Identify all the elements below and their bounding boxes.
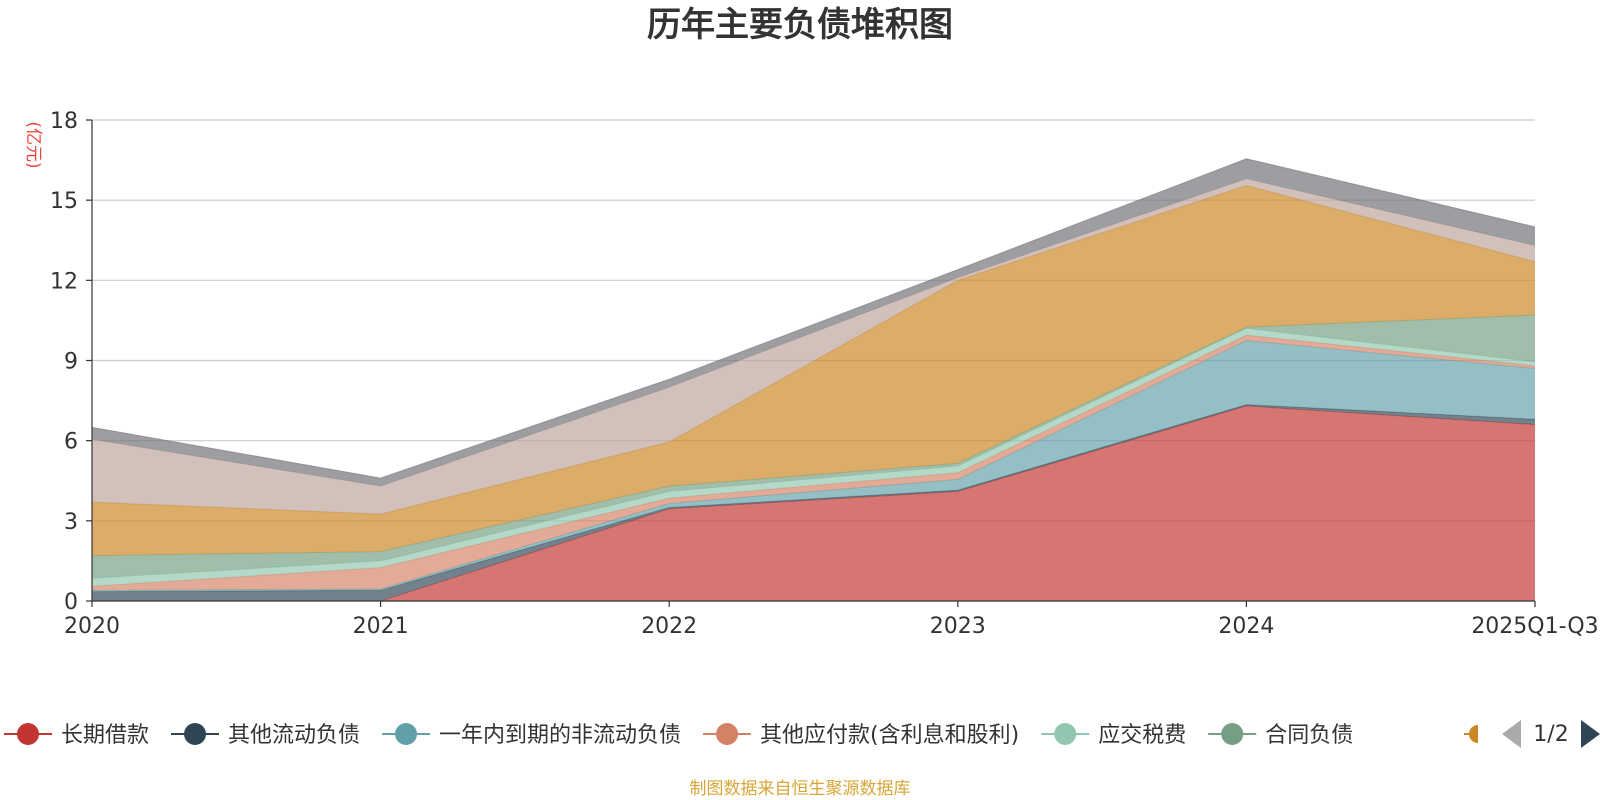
x-tick-label: 2020: [64, 614, 120, 639]
legend-item-2[interactable]: 其他流动负债: [171, 723, 360, 748]
area-series-9: [92, 158, 1535, 487]
legend-truncated-item[interactable]: [1464, 725, 1478, 743]
area-series-line-9: [91, 158, 1536, 479]
legend-circle-icon: [395, 723, 418, 745]
area-series-8: [92, 178, 1535, 515]
area-series-layer: [91, 158, 1536, 602]
legend-next-page-button[interactable]: [1581, 720, 1600, 748]
legend-circle-icon: [1054, 723, 1077, 745]
area-series-3: [92, 340, 1535, 592]
area-series-7: [92, 185, 1535, 556]
legend-item-4[interactable]: 其他应付款(含利息和股利): [703, 723, 1019, 748]
legend-prev-page-button[interactable]: [1502, 720, 1521, 748]
legend-label: 应交税费: [1098, 723, 1186, 748]
x-tick-labels: 2020 2021 2022 2023 2024 2025Q1-Q3: [64, 601, 1599, 639]
legend-page-indicator: 1/2: [1533, 722, 1568, 747]
y-tick-label: 0: [64, 590, 78, 615]
y-tick-label: 3: [64, 510, 78, 535]
x-tick-label: 2022: [641, 614, 697, 639]
axes: [91, 120, 1535, 602]
legend-label: 一年内到期的非流动负债: [439, 723, 681, 748]
legend-circle-icon: [716, 723, 739, 745]
y-tick-label: 15: [50, 189, 78, 214]
x-tick-label: 2021: [353, 614, 409, 639]
y-tick-label: 9: [64, 350, 78, 375]
chart-title: 历年主要负债堆积图: [647, 5, 953, 45]
arrow-right-icon[interactable]: [1581, 720, 1600, 748]
legend: 长期借款 其他流动负债 一年内到期的非流动负债 其他应付款(含利息和股利) 应交税费 合同…: [4, 723, 1353, 748]
legend-label: 其他流动负债: [228, 723, 360, 748]
legend-item-5[interactable]: 应交税费: [1041, 723, 1186, 748]
area-series-1: [92, 405, 1535, 601]
legend-item-6[interactable]: 合同负债: [1208, 723, 1353, 748]
x-tick-label: 2024: [1218, 614, 1274, 639]
x-tick-label: 2025Q1-Q3: [1471, 614, 1598, 639]
legend-circle-icon: [1221, 723, 1244, 745]
legend-item-1[interactable]: 长期借款: [4, 723, 149, 748]
y-tick-labels: 0 3 6 9 12 15 18: [50, 109, 78, 615]
area-series-6: [92, 315, 1535, 579]
legend-circle-icon: [17, 723, 39, 745]
legend-circle-icon: [184, 723, 207, 745]
legend-label: 其他应付款(含利息和股利): [760, 723, 1019, 748]
y-tick-label: 6: [64, 430, 78, 455]
x-tick-label: 2023: [930, 614, 986, 639]
legend-label: 长期借款: [61, 723, 149, 748]
y-axis-unit-label: (亿元): [23, 121, 43, 168]
source-note: 制图数据来自恒生聚源数据库: [690, 779, 911, 799]
y-tick-label: 18: [50, 109, 78, 134]
legend-label: 合同负债: [1265, 723, 1353, 748]
arrow-left-icon[interactable]: [1502, 720, 1521, 748]
y-tick-label: 12: [50, 269, 78, 294]
legend-item-3[interactable]: 一年内到期的非流动负债: [382, 723, 681, 748]
